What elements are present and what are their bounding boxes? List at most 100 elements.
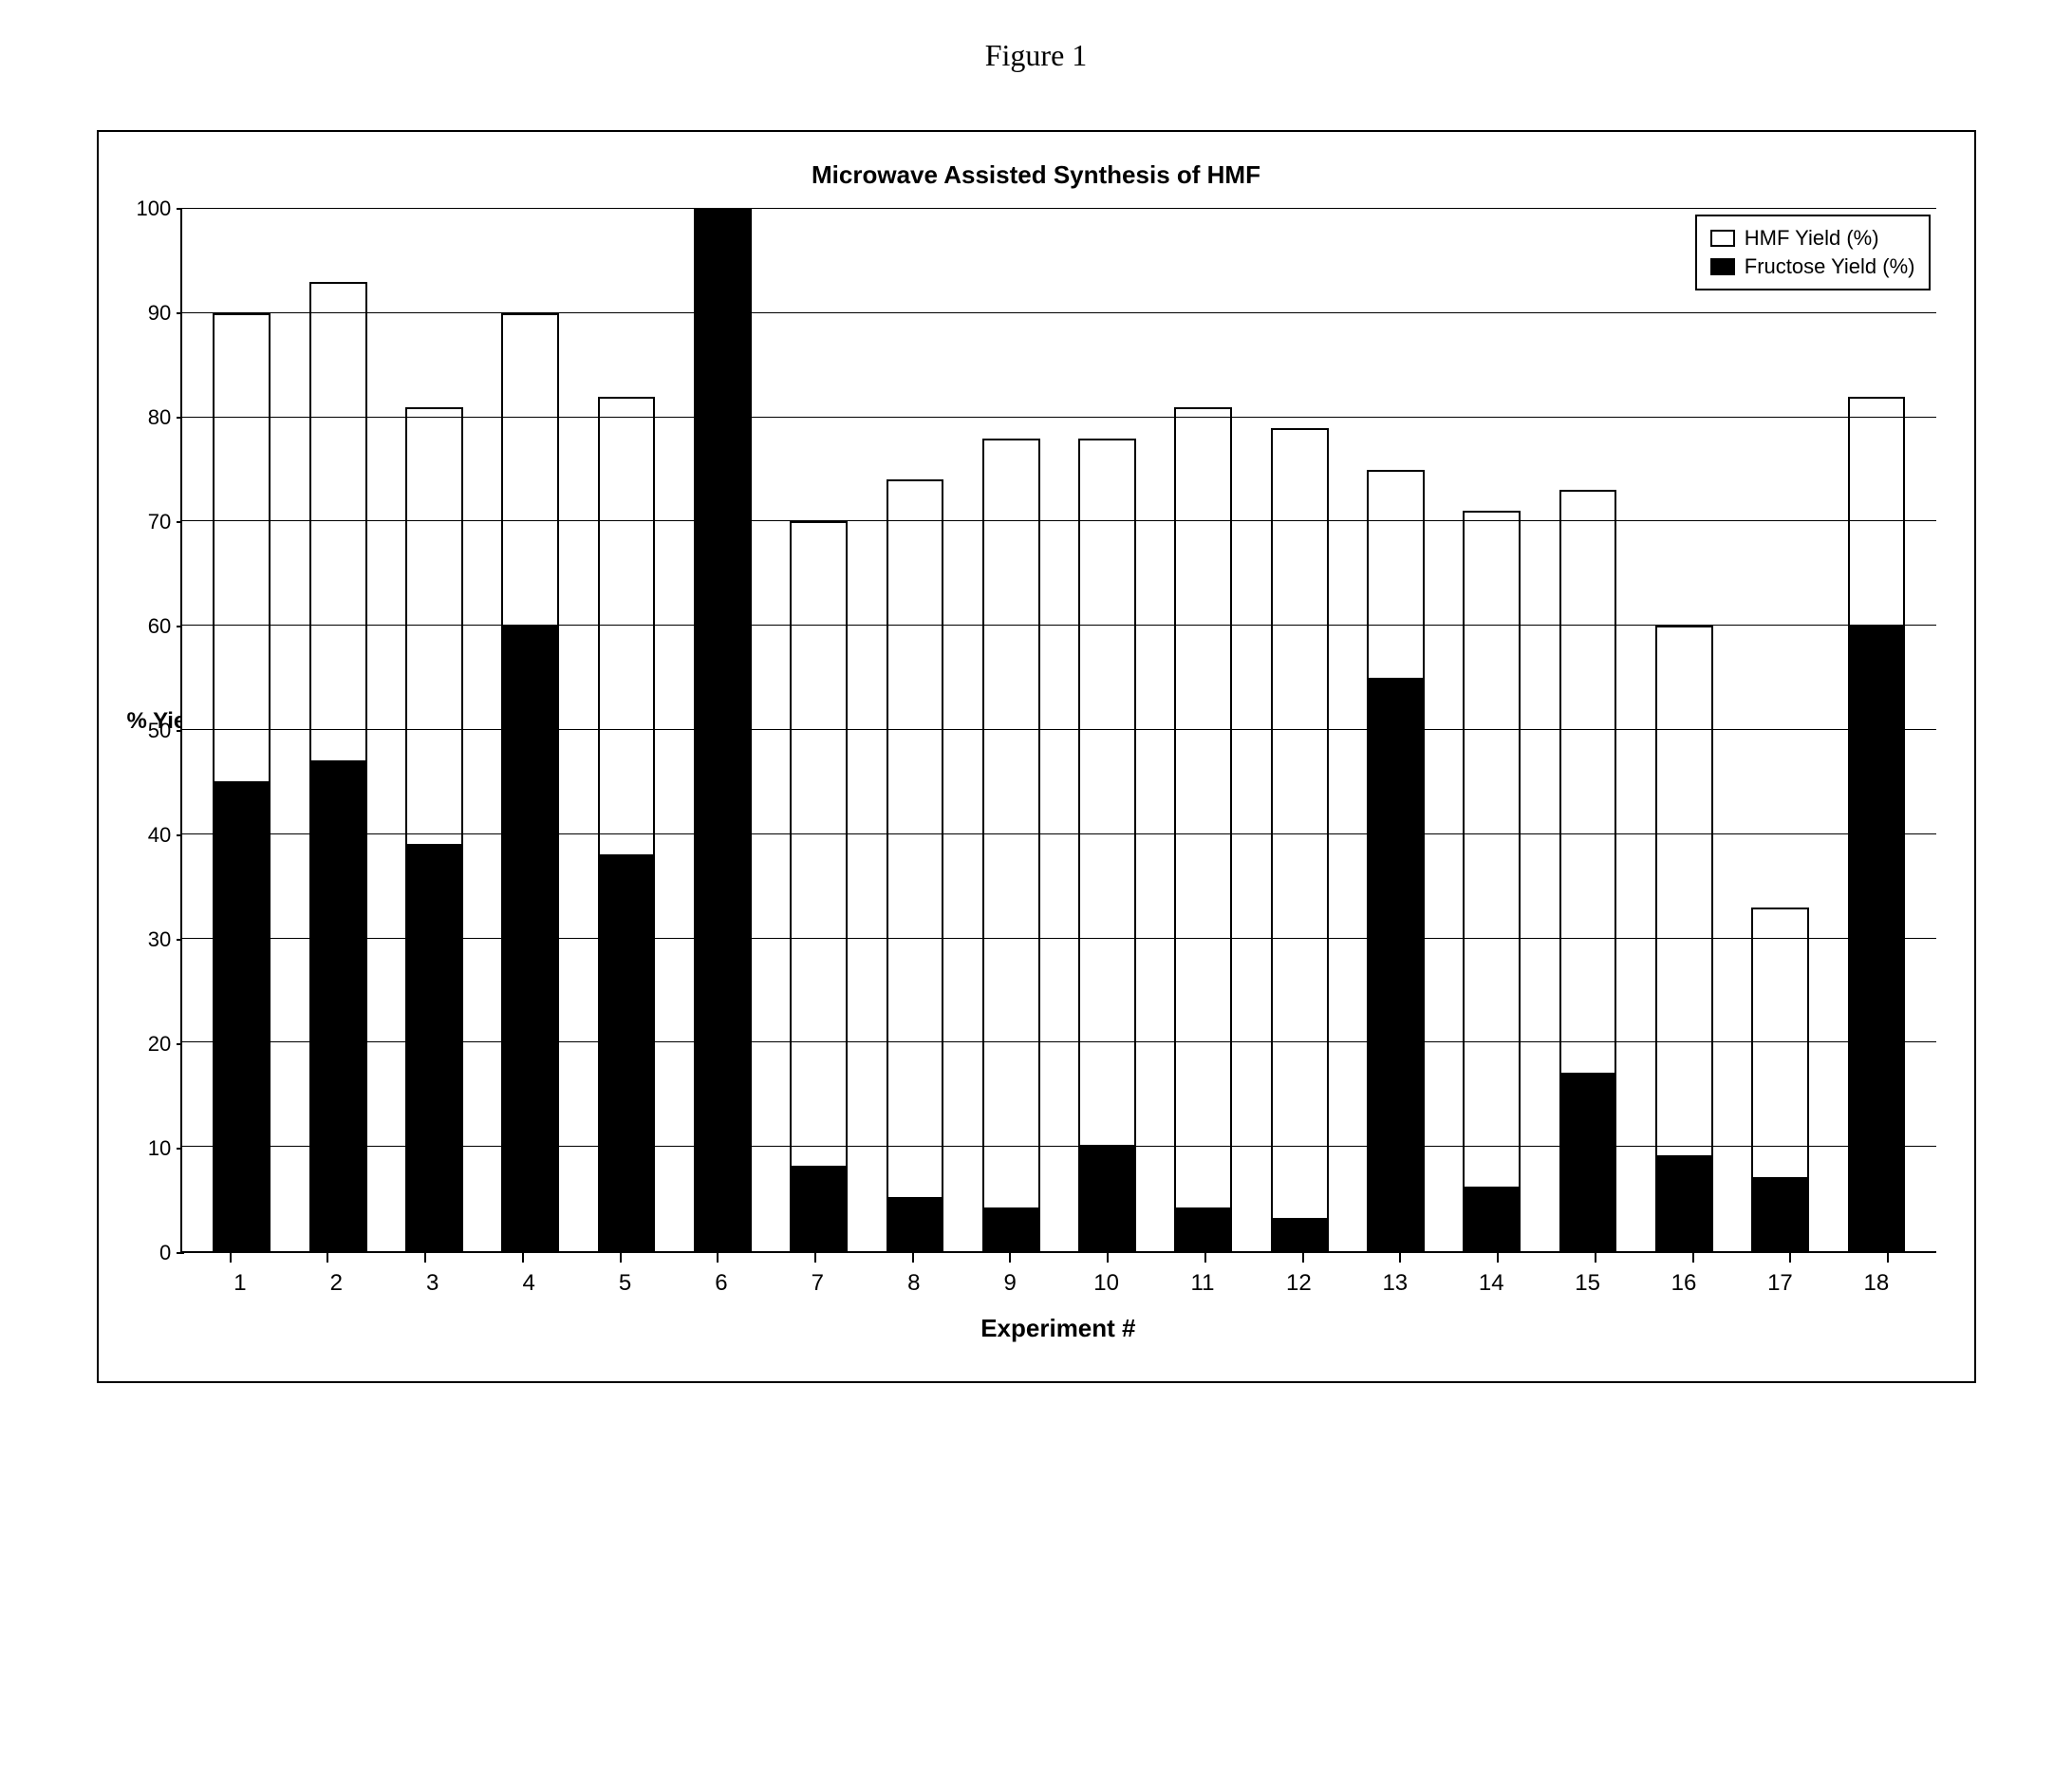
legend-item: Fructose Yield (%) xyxy=(1710,253,1915,281)
grid-line xyxy=(182,520,1935,521)
bar-slot xyxy=(963,209,1059,1251)
bar-slot xyxy=(1828,209,1924,1251)
bar-slot xyxy=(578,209,674,1251)
bar-slot xyxy=(290,209,386,1251)
bar-slot xyxy=(771,209,867,1251)
bar-slot xyxy=(867,209,962,1251)
bar xyxy=(1078,439,1136,1251)
bar-segment-fructose xyxy=(407,846,461,1251)
bar-segment-fructose xyxy=(600,856,654,1251)
bar-segment-fructose xyxy=(1561,1075,1615,1251)
x-tickmark xyxy=(1009,1253,1011,1263)
bar xyxy=(1463,511,1521,1251)
x-tickmark xyxy=(1302,1253,1304,1263)
legend-swatch xyxy=(1710,230,1735,247)
bar-segment-fructose xyxy=(696,211,750,1251)
bar xyxy=(1751,908,1809,1251)
bar-segment-fructose xyxy=(792,1168,846,1251)
legend-swatch xyxy=(1710,258,1735,275)
x-tickmark xyxy=(1692,1253,1694,1263)
bar xyxy=(694,209,752,1251)
x-label: 8 xyxy=(866,1270,961,1297)
x-tickmark xyxy=(1107,1253,1109,1263)
legend-item: HMF Yield (%) xyxy=(1710,224,1915,253)
bar-segment-hmf xyxy=(1850,399,1904,627)
x-label: 5 xyxy=(577,1270,673,1297)
bar-segment-hmf xyxy=(1369,472,1423,680)
x-label: 13 xyxy=(1347,1270,1443,1297)
bar-segment-fructose xyxy=(1850,627,1904,1251)
x-tickmark xyxy=(1595,1253,1596,1263)
x-label: 14 xyxy=(1444,1270,1540,1297)
chart-legend: HMF Yield (%)Fructose Yield (%) xyxy=(1695,215,1931,290)
bar xyxy=(405,407,463,1251)
x-labels: 123456789101112131415161718 xyxy=(180,1266,1935,1297)
bar-segment-hmf xyxy=(1561,492,1615,1074)
bar-segment-hmf xyxy=(311,284,365,762)
x-tickmark xyxy=(1399,1253,1401,1263)
grid-line xyxy=(182,625,1935,626)
bar-segment-fructose xyxy=(984,1209,1038,1251)
x-label: 17 xyxy=(1732,1270,1828,1297)
x-label: 2 xyxy=(289,1270,384,1297)
figure-label: Figure 1 xyxy=(38,38,2034,73)
bar-segment-fructose xyxy=(1753,1179,1807,1251)
x-label: 3 xyxy=(384,1270,480,1297)
grid-line xyxy=(182,833,1935,834)
x-tickmark xyxy=(912,1253,914,1263)
x-tickmark xyxy=(620,1253,622,1263)
bar-segment-hmf xyxy=(407,409,461,846)
bars-row xyxy=(182,209,1935,1251)
x-tickmark xyxy=(1497,1253,1499,1263)
bar-segment-fructose xyxy=(503,627,557,1251)
x-label: 12 xyxy=(1251,1270,1347,1297)
bar-segment-hmf xyxy=(503,315,557,627)
x-label: 10 xyxy=(1058,1270,1154,1297)
grid-line xyxy=(182,1146,1935,1147)
grid-line xyxy=(182,938,1935,939)
bar-segment-fructose xyxy=(888,1199,943,1251)
bar-segment-hmf xyxy=(1176,409,1230,1210)
bar-slot xyxy=(1732,209,1828,1251)
bar xyxy=(1174,407,1232,1251)
bar-segment-hmf xyxy=(984,440,1038,1210)
bar xyxy=(501,313,559,1251)
bar xyxy=(1367,470,1425,1252)
x-label: 7 xyxy=(770,1270,866,1297)
x-label: 18 xyxy=(1828,1270,1924,1297)
bar-segment-fructose xyxy=(1657,1157,1711,1251)
bar xyxy=(1559,490,1617,1251)
bar-segment-hmf xyxy=(1465,513,1519,1188)
bar-slot xyxy=(1540,209,1635,1251)
bar-slot xyxy=(194,209,289,1251)
grid-line xyxy=(182,312,1935,313)
x-tickmark xyxy=(230,1253,232,1263)
x-ticks xyxy=(180,1253,1935,1266)
x-label: 16 xyxy=(1635,1270,1731,1297)
legend-label: HMF Yield (%) xyxy=(1745,226,1879,251)
bar xyxy=(309,282,367,1251)
bar-segment-hmf xyxy=(215,315,269,783)
x-label: 1 xyxy=(192,1270,288,1297)
bar-segment-hmf xyxy=(1273,430,1327,1221)
plot-area: HMF Yield (%)Fructose Yield (%) xyxy=(180,209,1935,1253)
bar-slot xyxy=(1059,209,1155,1251)
x-tickmark xyxy=(522,1253,524,1263)
bar-segment-fructose xyxy=(1369,680,1423,1251)
bar-segment-hmf xyxy=(888,482,943,1200)
x-tickmark xyxy=(424,1253,426,1263)
bar xyxy=(598,397,656,1251)
plot-wrap: HMF Yield (%)Fructose Yield (%) 12345678… xyxy=(180,209,1935,1343)
bar-slot xyxy=(1251,209,1347,1251)
bar-slot xyxy=(482,209,578,1251)
bar-segment-hmf xyxy=(1657,627,1711,1157)
x-tickmark xyxy=(814,1253,816,1263)
bar-slot xyxy=(1636,209,1732,1251)
grid-line xyxy=(182,1041,1935,1042)
bar-segment-hmf xyxy=(600,399,654,856)
x-tickmark xyxy=(1204,1253,1206,1263)
bar-slot xyxy=(386,209,482,1251)
chart-title: Microwave Assisted Synthesis of HMF xyxy=(137,160,1936,190)
x-label: 15 xyxy=(1540,1270,1635,1297)
bar-segment-fructose xyxy=(215,783,269,1251)
